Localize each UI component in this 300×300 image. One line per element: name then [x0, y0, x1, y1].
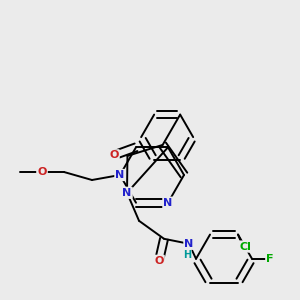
Text: O: O — [109, 150, 119, 160]
Text: H: H — [183, 250, 191, 260]
Text: Cl: Cl — [239, 242, 251, 252]
Text: N: N — [184, 239, 194, 249]
Text: F: F — [266, 254, 274, 264]
Text: N: N — [164, 198, 172, 208]
Text: O: O — [154, 256, 164, 266]
Text: N: N — [122, 188, 132, 198]
Text: O: O — [37, 167, 47, 177]
Text: N: N — [116, 170, 124, 180]
